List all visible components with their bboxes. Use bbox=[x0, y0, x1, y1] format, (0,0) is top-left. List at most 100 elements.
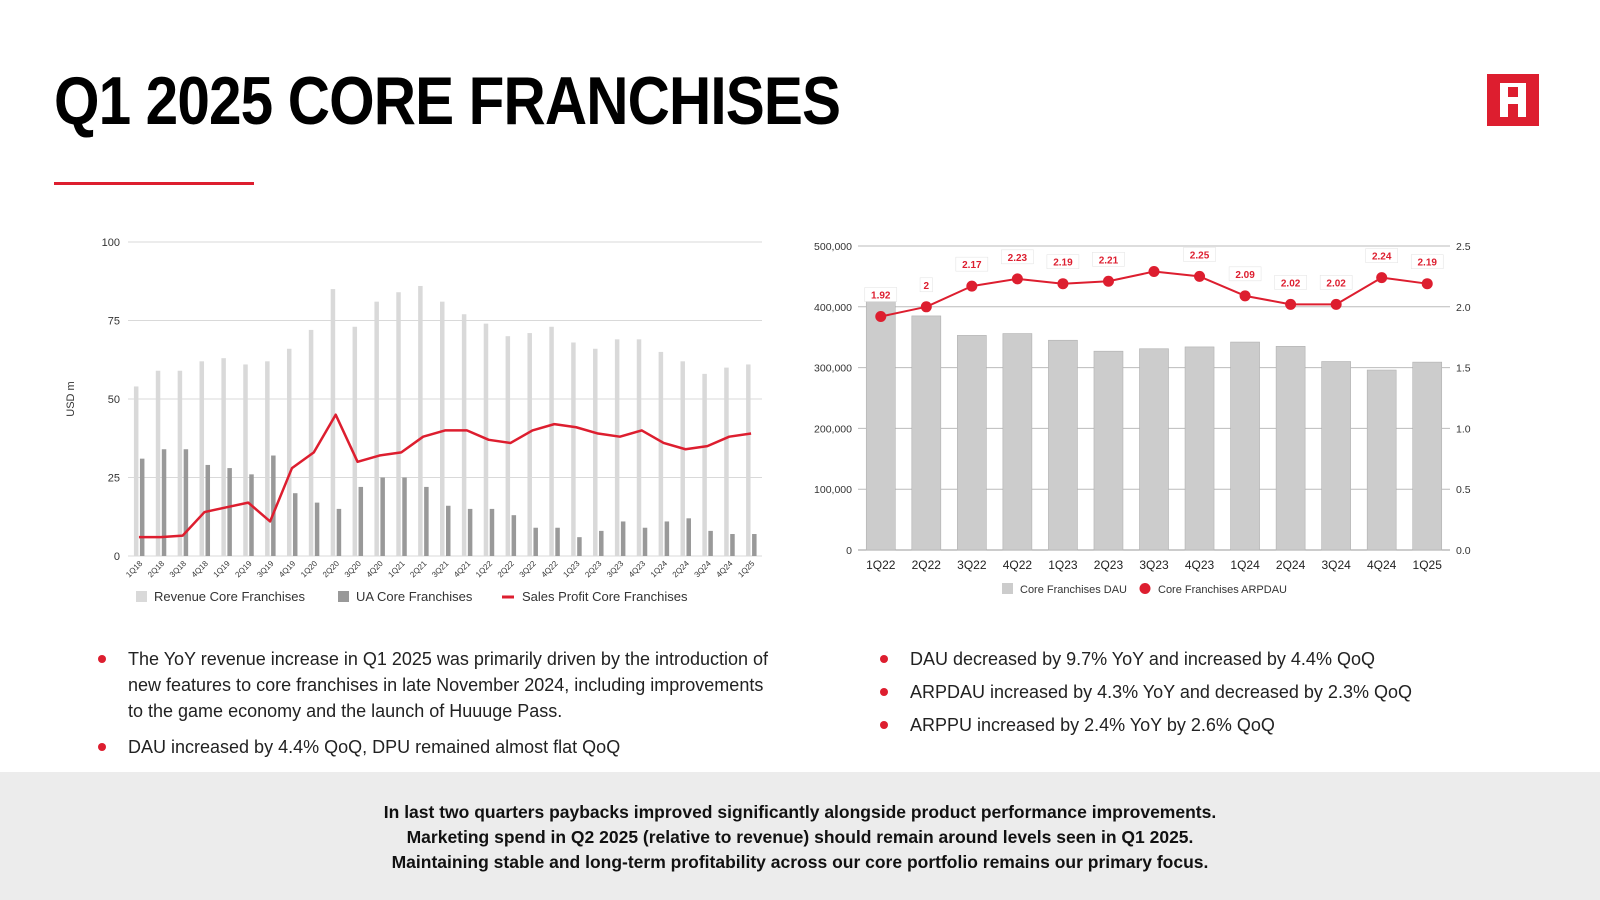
revenue-bar bbox=[374, 301, 379, 556]
revenue-bar bbox=[549, 326, 554, 556]
ua-bar bbox=[446, 505, 451, 556]
ua-bar bbox=[139, 458, 145, 556]
arpdau-point bbox=[875, 311, 887, 323]
y2-tick-label: 0.0 bbox=[1456, 545, 1471, 557]
arpdau-data-label: 1.92 bbox=[871, 291, 891, 302]
y-tick-label: 400,000 bbox=[814, 302, 852, 314]
revenue-bar bbox=[658, 351, 664, 556]
ua-bar bbox=[577, 537, 582, 556]
legend-swatch-revenue bbox=[136, 591, 147, 602]
x-tick-label: 1Q22 bbox=[866, 558, 896, 572]
dau-bar bbox=[1275, 346, 1306, 551]
ua-bar bbox=[292, 493, 298, 556]
dau-bar bbox=[1366, 369, 1397, 551]
arpdau-point bbox=[1102, 275, 1114, 287]
ua-bar bbox=[380, 477, 385, 556]
x-tick-label: 3Q23 bbox=[605, 559, 626, 580]
ua-bar bbox=[752, 534, 757, 556]
ua-bar bbox=[620, 521, 626, 556]
data-label-bg bbox=[1046, 254, 1080, 269]
bullet-dot-icon bbox=[98, 743, 106, 751]
x-tick-label: 1Q23 bbox=[561, 559, 582, 580]
revenue-bar bbox=[505, 336, 511, 556]
ua-bar bbox=[358, 486, 364, 556]
revenue-bar bbox=[527, 333, 532, 556]
revenue-bar bbox=[286, 348, 292, 556]
data-label-bg bbox=[955, 256, 989, 272]
dau-bar bbox=[1184, 346, 1215, 551]
arpdau-point bbox=[1057, 278, 1069, 290]
bullet-dot-icon bbox=[880, 721, 888, 729]
ua-bar bbox=[686, 518, 691, 556]
revenue-bar bbox=[352, 326, 358, 556]
x-tick-label: 1Q18 bbox=[124, 559, 145, 580]
ua-bar bbox=[271, 455, 276, 556]
ua-bar bbox=[402, 477, 407, 556]
revenue-bar bbox=[418, 285, 423, 556]
arpdau-point bbox=[1194, 270, 1206, 282]
x-tick-label: 2Q24 bbox=[1276, 558, 1306, 572]
ua-bar bbox=[227, 468, 232, 556]
y2-tick-label: 1.0 bbox=[1456, 423, 1471, 435]
revenue-bar bbox=[199, 361, 205, 556]
x-tick-label: 1Q25 bbox=[1413, 558, 1443, 572]
legend-label-profit: Sales Profit Core Franchises bbox=[522, 589, 688, 604]
x-tick-label: 3Q24 bbox=[693, 559, 714, 580]
revenue-bar bbox=[155, 370, 161, 556]
dau-arpdau-chart-svg: 0 100,000 200,000 300,000 400,000 500,000 0.0 0… bbox=[814, 241, 1471, 596]
y2-tick-label: 0.5 bbox=[1456, 484, 1471, 496]
revenue-bar bbox=[702, 373, 707, 556]
arpdau-data-label: 2.19 bbox=[1053, 258, 1073, 269]
right-bullet-list: DAU decreased by 9.7% YoY and increased … bbox=[880, 646, 1560, 745]
x-tick-label: 2Q18 bbox=[146, 559, 167, 580]
legend-label-revenue: Revenue Core Franchises bbox=[154, 589, 306, 604]
x-tick-label: 3Q22 bbox=[518, 559, 539, 580]
revenue-bar bbox=[221, 358, 226, 556]
y2-tick-label: 2.0 bbox=[1456, 302, 1471, 314]
arpdau-data-label: 2.25 bbox=[1190, 250, 1210, 261]
x-tick-label: 4Q24 bbox=[714, 559, 735, 580]
revenue-bar bbox=[133, 386, 139, 556]
y-tick-label: 75 bbox=[108, 316, 120, 328]
arpdau-point bbox=[1285, 298, 1297, 310]
list-item: DAU increased by 4.4% QoQ, DPU remained … bbox=[98, 734, 778, 760]
sales-profit-line bbox=[138, 413, 752, 539]
x-tick-label: 1Q21 bbox=[386, 559, 407, 580]
x-tick-label: 3Q22 bbox=[957, 558, 987, 572]
x-tick-label: 2Q22 bbox=[496, 559, 517, 580]
x-tick-label: 2Q19 bbox=[233, 559, 254, 580]
y-tick-label: 25 bbox=[108, 473, 120, 485]
x-tick-label: 3Q23 bbox=[1139, 558, 1169, 572]
x-tick-label: 1Q24 bbox=[649, 559, 670, 580]
x-tick-label: 4Q24 bbox=[1367, 558, 1397, 572]
arpdau-point bbox=[920, 301, 932, 313]
x-tick-label: 2Q24 bbox=[671, 559, 692, 580]
arpdau-point bbox=[1011, 273, 1023, 285]
data-label-bg bbox=[1365, 248, 1398, 263]
x-tick-label: 4Q21 bbox=[452, 559, 473, 580]
legend-swatch-ua bbox=[338, 591, 349, 602]
x-tick-label: 1Q20 bbox=[299, 559, 320, 580]
arpdau-point bbox=[1330, 298, 1342, 310]
dau-bar bbox=[1048, 339, 1078, 551]
revenue-bar bbox=[330, 289, 336, 556]
footer-line-1: In last two quarters paybacks improved s… bbox=[383, 802, 1217, 822]
x-tick-label: 3Q21 bbox=[430, 559, 451, 580]
ua-bar bbox=[708, 530, 713, 556]
dau-bar bbox=[1321, 361, 1351, 551]
list-item: ARPPU increased by 2.4% YoY by 2.6% QoQ bbox=[880, 712, 1560, 738]
y2-tick-label: 2.5 bbox=[1456, 241, 1471, 253]
dau-bar bbox=[1093, 350, 1124, 551]
ua-bar bbox=[533, 527, 538, 556]
revenue-bar bbox=[243, 364, 248, 556]
bullet-dot-icon bbox=[880, 688, 888, 696]
y-tick-label: 200,000 bbox=[814, 423, 852, 435]
y-tick-label: 300,000 bbox=[814, 363, 852, 375]
x-tick-label: 4Q20 bbox=[365, 559, 386, 580]
y2-tick-label: 1.5 bbox=[1456, 363, 1471, 375]
x-tick-label: 2Q21 bbox=[408, 559, 429, 580]
arpdau-point bbox=[1376, 272, 1388, 284]
legend-label-ua: UA Core Franchises bbox=[356, 589, 473, 604]
y-axis-title: USD m bbox=[65, 381, 77, 416]
dau-bar bbox=[911, 315, 942, 551]
